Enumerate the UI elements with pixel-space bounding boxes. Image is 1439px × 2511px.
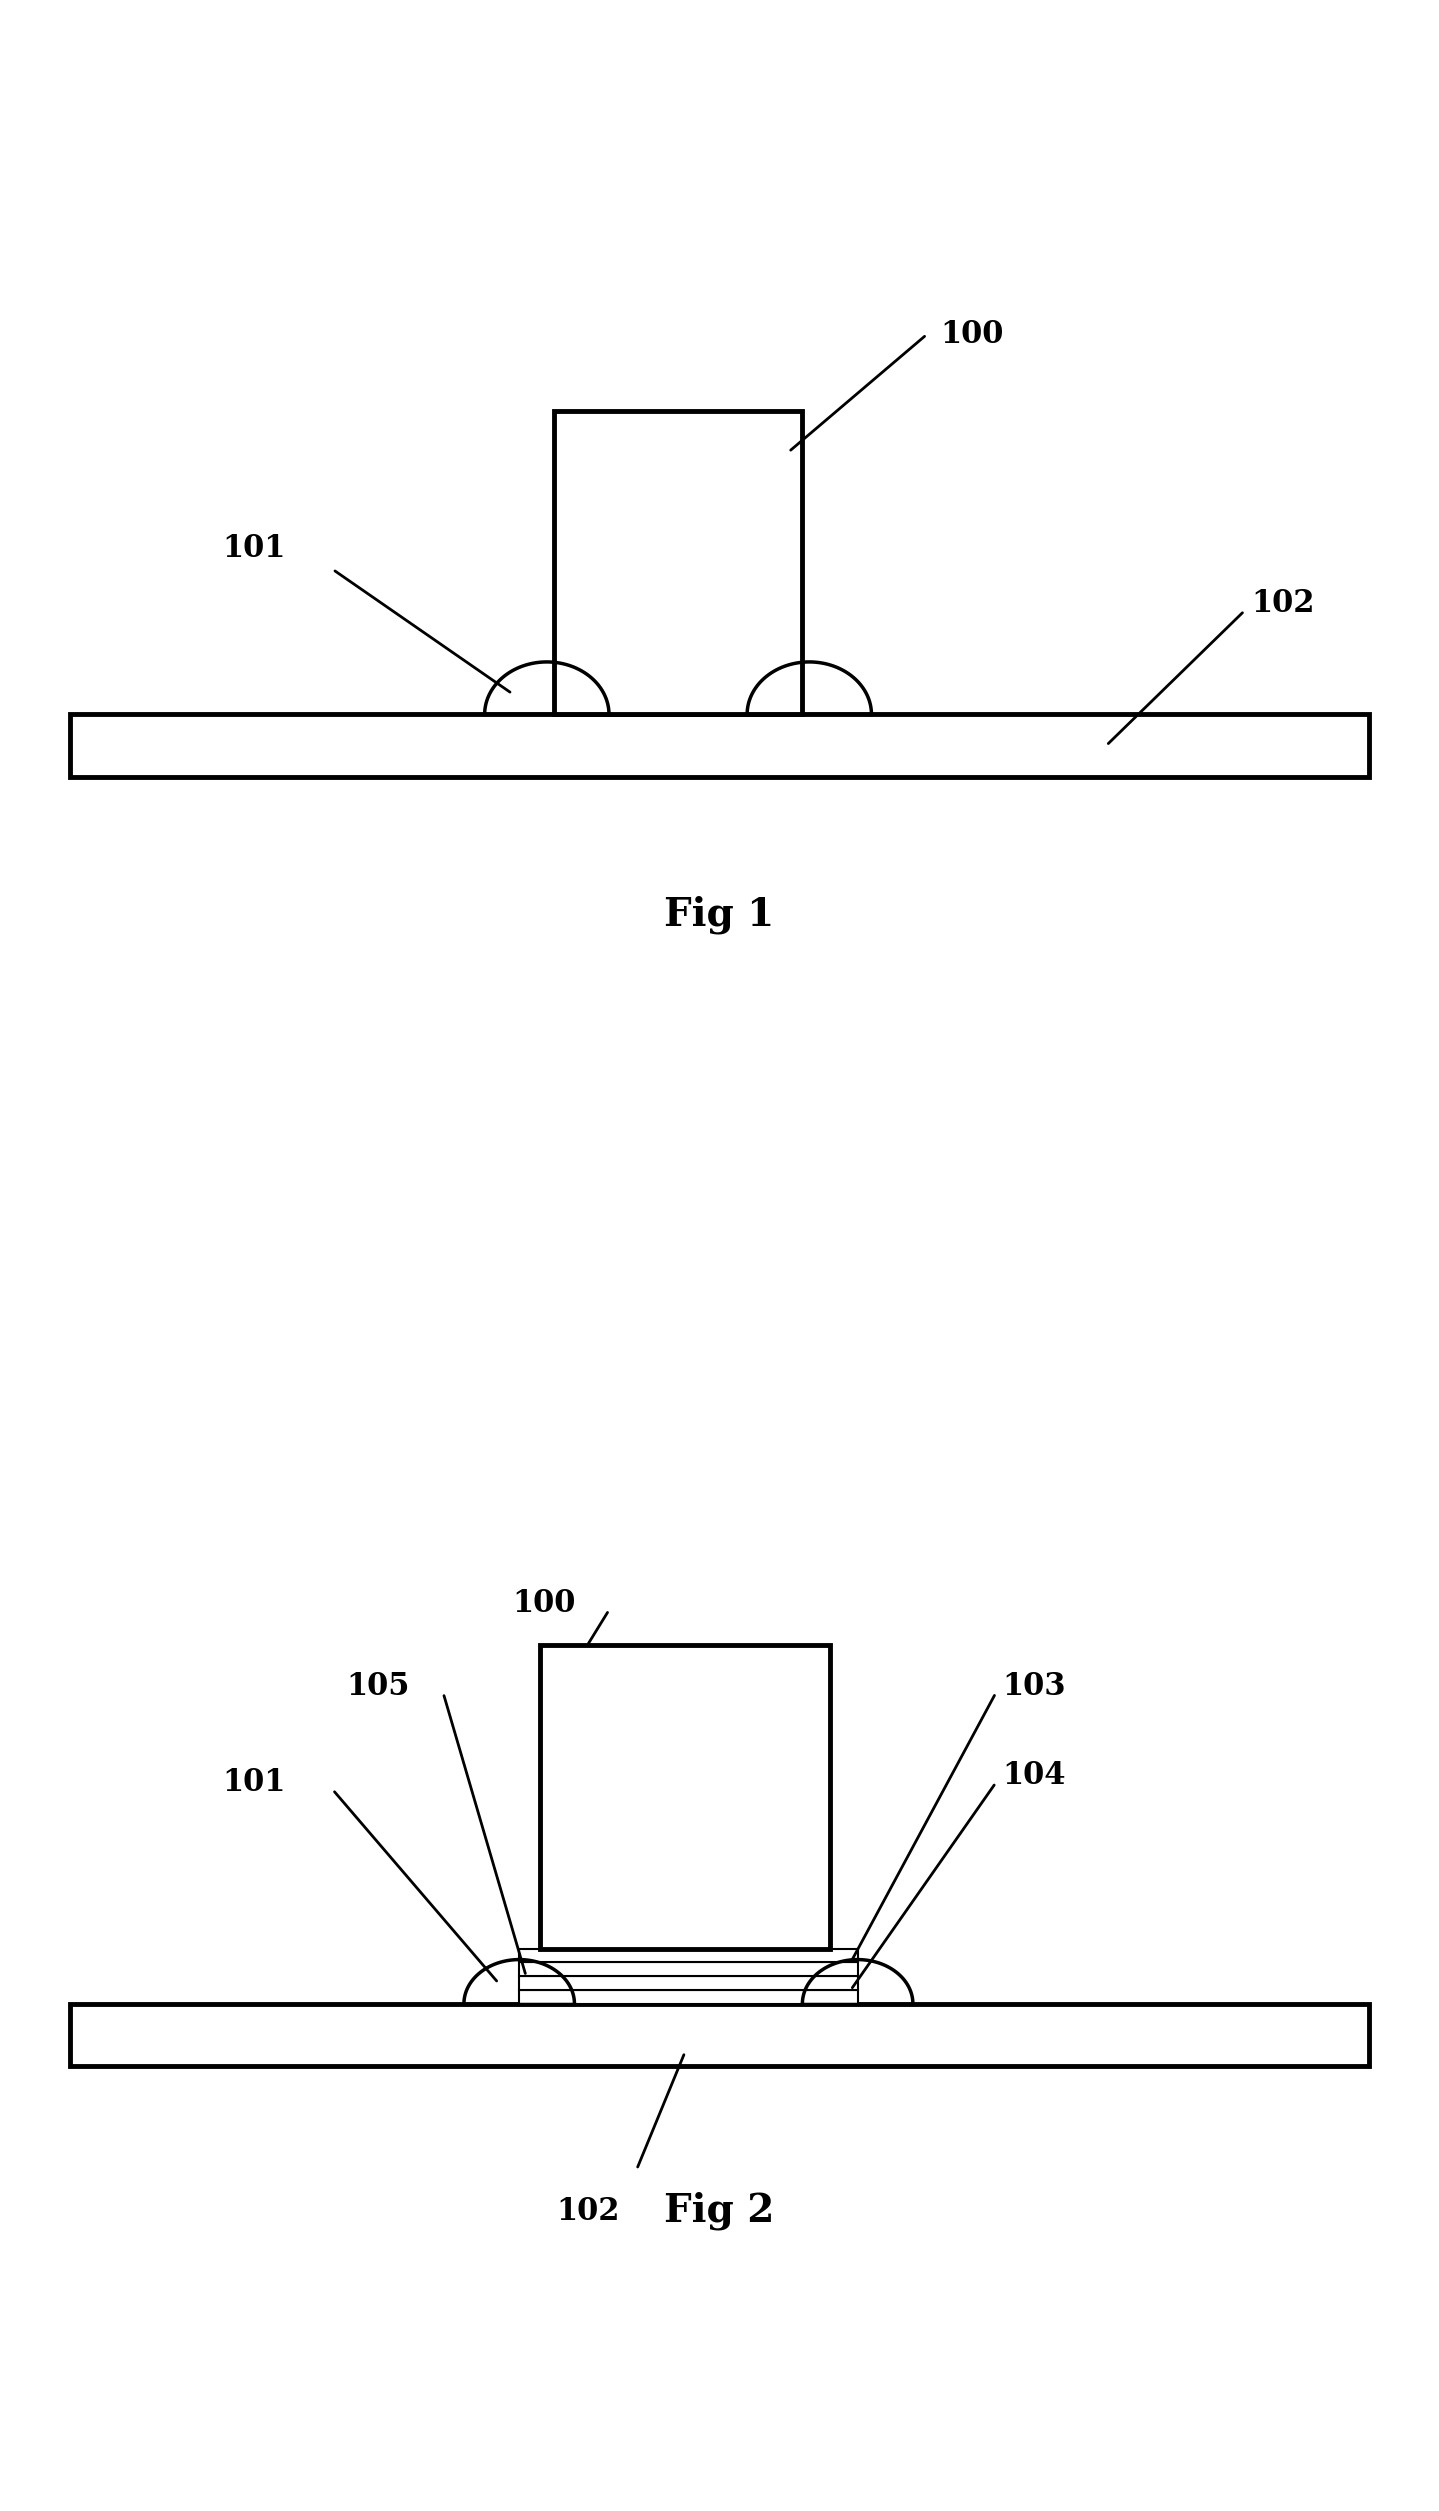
Bar bbox=[519, 1991, 858, 2004]
Bar bbox=[71, 716, 1368, 776]
Bar bbox=[519, 1949, 858, 1964]
Bar bbox=[519, 1976, 858, 1991]
Text: 102: 102 bbox=[1252, 588, 1315, 620]
Text: 103: 103 bbox=[1003, 1670, 1066, 1702]
Bar bbox=[540, 1645, 830, 1949]
Text: 104: 104 bbox=[1003, 1760, 1066, 1790]
Text: 102: 102 bbox=[557, 2195, 620, 2227]
Text: Fig 1: Fig 1 bbox=[665, 896, 774, 934]
Bar bbox=[554, 409, 803, 716]
Text: Fig 2: Fig 2 bbox=[665, 2192, 774, 2230]
Text: 101: 101 bbox=[222, 1768, 285, 1798]
Bar bbox=[71, 2004, 1368, 2067]
Text: 105: 105 bbox=[347, 1670, 410, 1702]
Bar bbox=[519, 1964, 858, 1976]
Text: 100: 100 bbox=[941, 319, 1004, 349]
Text: 100: 100 bbox=[512, 1587, 576, 1620]
Text: 101: 101 bbox=[222, 532, 285, 565]
